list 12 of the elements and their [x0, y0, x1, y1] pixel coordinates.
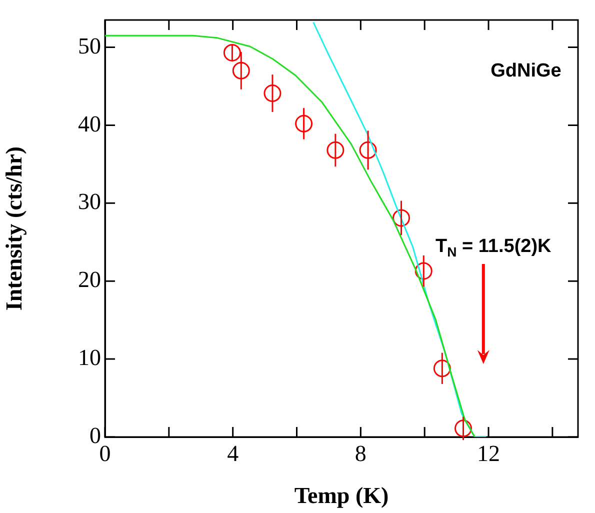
x-axis-title: Temp (K): [294, 483, 389, 508]
y-tick-label: 10: [78, 345, 101, 370]
x-tick-label: 8: [354, 440, 366, 466]
y-tick-label: 40: [78, 111, 101, 136]
x-tick-label: 4: [227, 440, 240, 466]
annotation: GdNiGe: [490, 60, 562, 82]
y-axis-title: Intensity (cts/hr): [2, 146, 27, 311]
y-tick-label: 0: [90, 423, 101, 448]
x-tick-label: 12: [477, 440, 500, 466]
y-tick-label: 50: [78, 33, 101, 58]
y-tick-label: 20: [78, 267, 101, 292]
y-tick-label: 30: [78, 189, 101, 214]
